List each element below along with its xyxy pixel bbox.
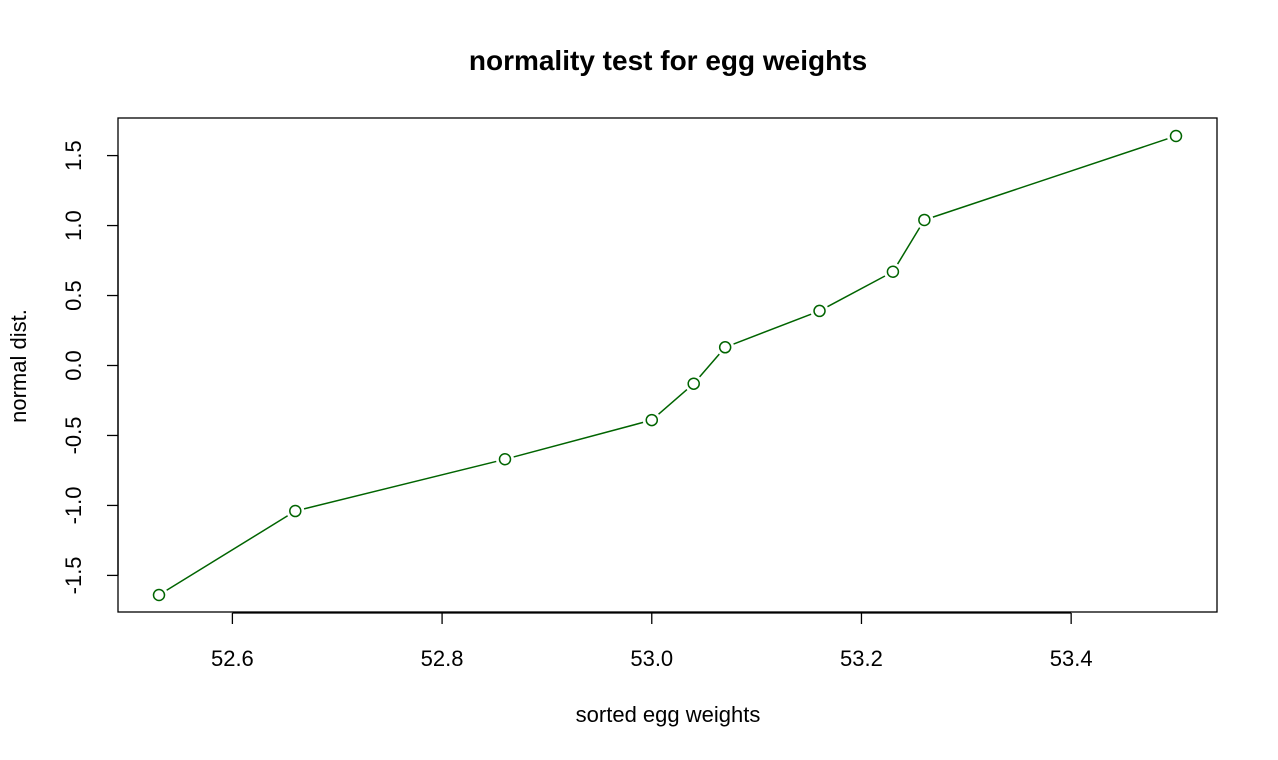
y-tick-label: 0.0 [61,350,86,381]
data-point [289,504,302,518]
series-line-segment [658,389,688,415]
series-line-segment [896,227,921,265]
x-tick-label: 52.8 [421,646,464,671]
y-tick-label: 1.5 [61,140,86,171]
y-axis-ticks: -1.5 -1.0 -0.5 0.0 0.5 1.0 1.5 [61,140,118,594]
x-axis-ticks: 52.6 52.8 53.0 53.2 53.4 [211,613,1093,671]
series-line-segment [513,421,644,458]
series-lines [166,138,1168,591]
x-tick-label: 53.2 [840,646,883,671]
y-tick-label: -1.5 [61,556,86,594]
data-point [687,377,700,390]
x-axis-label: sorted egg weights [576,702,761,727]
x-tick-label: 53.0 [630,646,673,671]
data-point [886,265,900,278]
series-line-segment [733,313,812,345]
y-axis-label: normal dist. [6,309,31,423]
y-tick-label: -1.0 [61,486,86,524]
series-line-segment [303,460,497,510]
data-point [498,453,512,466]
series-line-segment [699,353,720,378]
series-line-segment [827,275,886,308]
data-point [918,213,931,227]
series-line-segment [166,515,289,591]
data-point [152,588,166,602]
data-point [718,341,732,354]
y-tick-label: -0.5 [61,417,86,455]
x-tick-label: 53.4 [1050,646,1093,671]
series-points [152,129,1183,602]
chart-title: normality test for egg weights [469,45,867,76]
y-tick-label: 0.5 [61,280,86,311]
data-point [813,304,826,318]
x-tick-label: 52.6 [211,646,254,671]
series-line-segment [932,138,1168,218]
data-point [645,413,659,427]
data-point [1169,129,1183,143]
y-tick-label: 1.0 [61,210,86,241]
plot-frame [117,117,1218,613]
